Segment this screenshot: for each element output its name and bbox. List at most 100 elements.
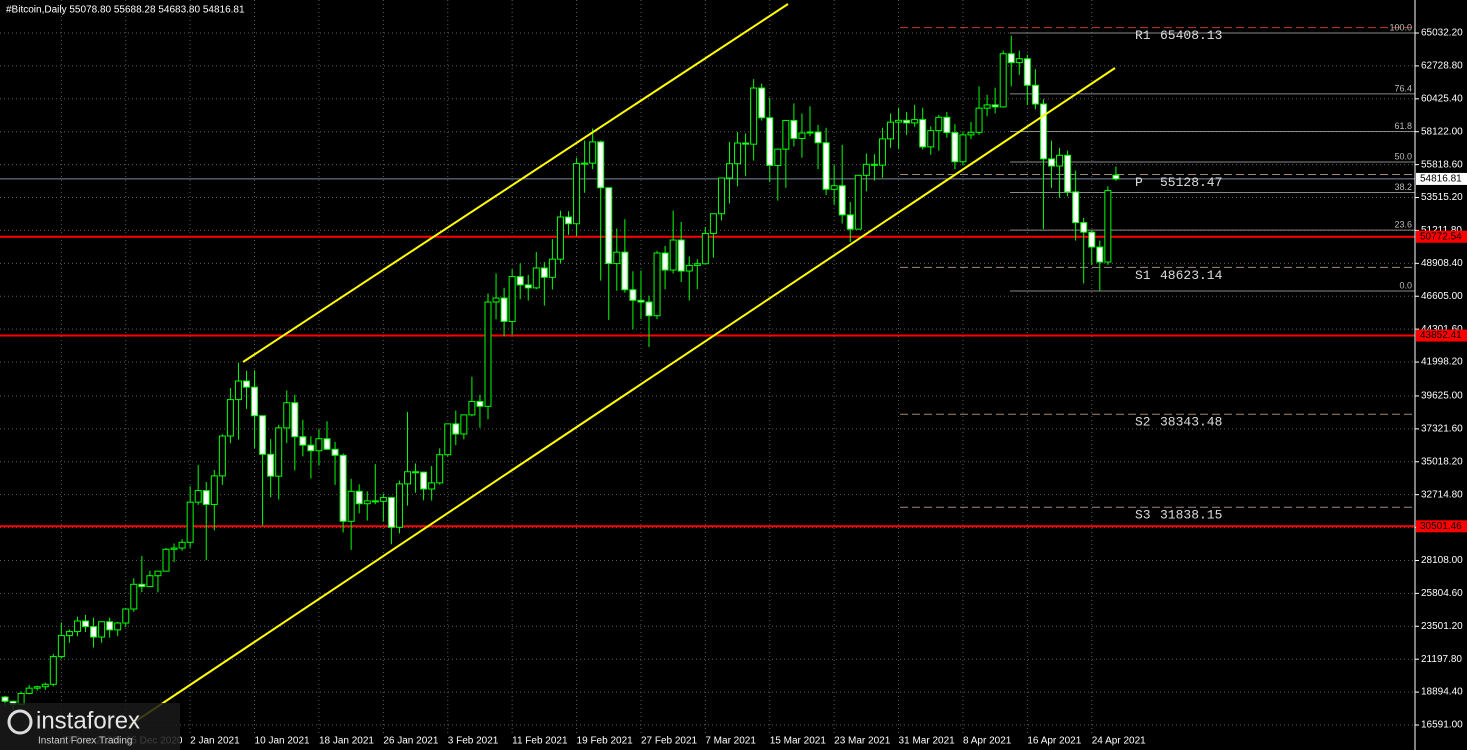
- level-label: 50772.54: [1420, 231, 1462, 242]
- candle-body: [798, 132, 806, 139]
- x-tick-label: 24 Apr 2021: [1092, 736, 1146, 747]
- candle-body: [540, 267, 548, 278]
- candle-body: [379, 497, 387, 502]
- candle-body: [57, 635, 65, 658]
- pivot-value: 55128.47: [1160, 175, 1222, 190]
- y-tick-label: 37321.60: [1421, 423, 1463, 434]
- x-tick-label: 8 Apr 2021: [963, 736, 1012, 747]
- x-tick-label: 15 Mar 2021: [770, 736, 827, 747]
- level-label: 43852.41: [1420, 330, 1462, 341]
- x-tick-label: 3 Feb 2021: [448, 736, 499, 747]
- y-tick-label: 44301.60: [1421, 324, 1463, 335]
- candle-body: [951, 132, 959, 163]
- candle-body: [1096, 246, 1104, 263]
- candle-body: [975, 107, 983, 133]
- candle-body: [1104, 190, 1112, 263]
- candle-body: [685, 264, 693, 272]
- candle-body: [460, 414, 468, 435]
- x-tick-label: 23 Mar 2021: [834, 736, 891, 747]
- candle-body: [782, 119, 790, 150]
- candle-body: [709, 213, 717, 234]
- candle-body: [597, 141, 605, 189]
- fibo-label: 61.8: [1394, 121, 1412, 131]
- candle-body: [41, 683, 49, 688]
- candle-body: [178, 541, 186, 549]
- candle-body: [854, 174, 862, 230]
- candle-body: [202, 490, 210, 505]
- candle-body: [243, 380, 250, 388]
- level-tag: [1416, 520, 1467, 533]
- candle-body: [565, 216, 572, 225]
- candle-body: [653, 252, 661, 317]
- candle-body: [500, 297, 508, 322]
- y-tick-label: 18894.40: [1421, 687, 1463, 698]
- candle-body: [661, 252, 669, 271]
- candle-body: [927, 130, 935, 148]
- candle-body: [1, 696, 9, 702]
- y-tick-label: 41998.20: [1421, 357, 1463, 368]
- y-tick-label: 65032.20: [1421, 28, 1463, 39]
- current-price-label: 54816.81: [1420, 174, 1462, 185]
- candle-body: [895, 119, 903, 123]
- candle-body: [315, 438, 323, 452]
- candle-body: [959, 134, 967, 163]
- candle-body: [347, 490, 355, 522]
- y-tick-label: 55818.60: [1421, 159, 1463, 170]
- candle-body: [999, 53, 1007, 108]
- x-tick-label: 31 Mar 2021: [899, 736, 956, 747]
- channel-upper: [242, 3, 789, 363]
- candle-body: [251, 386, 259, 417]
- candle-body: [275, 427, 283, 477]
- candle-body: [387, 497, 395, 528]
- candle-body: [862, 163, 870, 176]
- fibo-label: 0.0: [1399, 280, 1412, 290]
- candle-body: [822, 142, 830, 190]
- channel-lower: [129, 67, 1116, 726]
- fibo-label: 23.6: [1394, 219, 1412, 229]
- candle-body: [669, 239, 677, 271]
- pivot-value: 31838.15: [1160, 508, 1222, 523]
- candle-body: [903, 119, 911, 124]
- y-tick-label: 28108.00: [1421, 555, 1463, 566]
- candle-body: [395, 483, 403, 528]
- y-tick-label: 35018.20: [1421, 456, 1463, 467]
- candle-body: [218, 435, 226, 477]
- candle-body: [307, 444, 315, 452]
- candle-body: [935, 116, 943, 132]
- current-price-tag: [1416, 172, 1467, 185]
- candle-body: [122, 608, 130, 624]
- candle-body: [82, 620, 89, 628]
- candle-body: [90, 626, 98, 638]
- candle-body: [468, 400, 476, 416]
- candle-body: [830, 185, 838, 190]
- logo-tagline: Instant Forex Trading: [38, 736, 133, 747]
- pivot-name: P: [1135, 175, 1143, 190]
- candle-body: [1072, 191, 1080, 224]
- candle-body: [790, 119, 798, 139]
- candle-body: [428, 482, 436, 490]
- candle-body: [1023, 58, 1031, 86]
- candle-body: [919, 119, 927, 148]
- candle-body: [371, 500, 379, 503]
- candle-body: [73, 620, 81, 633]
- candle-body: [1080, 222, 1088, 233]
- candle-body: [911, 119, 919, 124]
- x-tick-label: 2 Jan 2021: [190, 736, 240, 747]
- candle-body: [234, 380, 242, 401]
- candle-body: [323, 438, 331, 450]
- logo-name: instaforex: [36, 707, 140, 734]
- y-tick-label: 16591.00: [1421, 720, 1463, 731]
- candle-body: [621, 251, 629, 291]
- candle-body: [532, 267, 540, 289]
- candle-body: [878, 138, 886, 166]
- candle-body: [1064, 154, 1072, 193]
- candle-body: [846, 214, 854, 230]
- candle-body: [1039, 103, 1047, 160]
- candle-body: [404, 471, 411, 485]
- candle-body: [412, 471, 420, 474]
- candle-body: [573, 163, 581, 225]
- candle-body: [806, 131, 814, 134]
- candle-body: [436, 454, 444, 484]
- candle-body: [814, 131, 822, 144]
